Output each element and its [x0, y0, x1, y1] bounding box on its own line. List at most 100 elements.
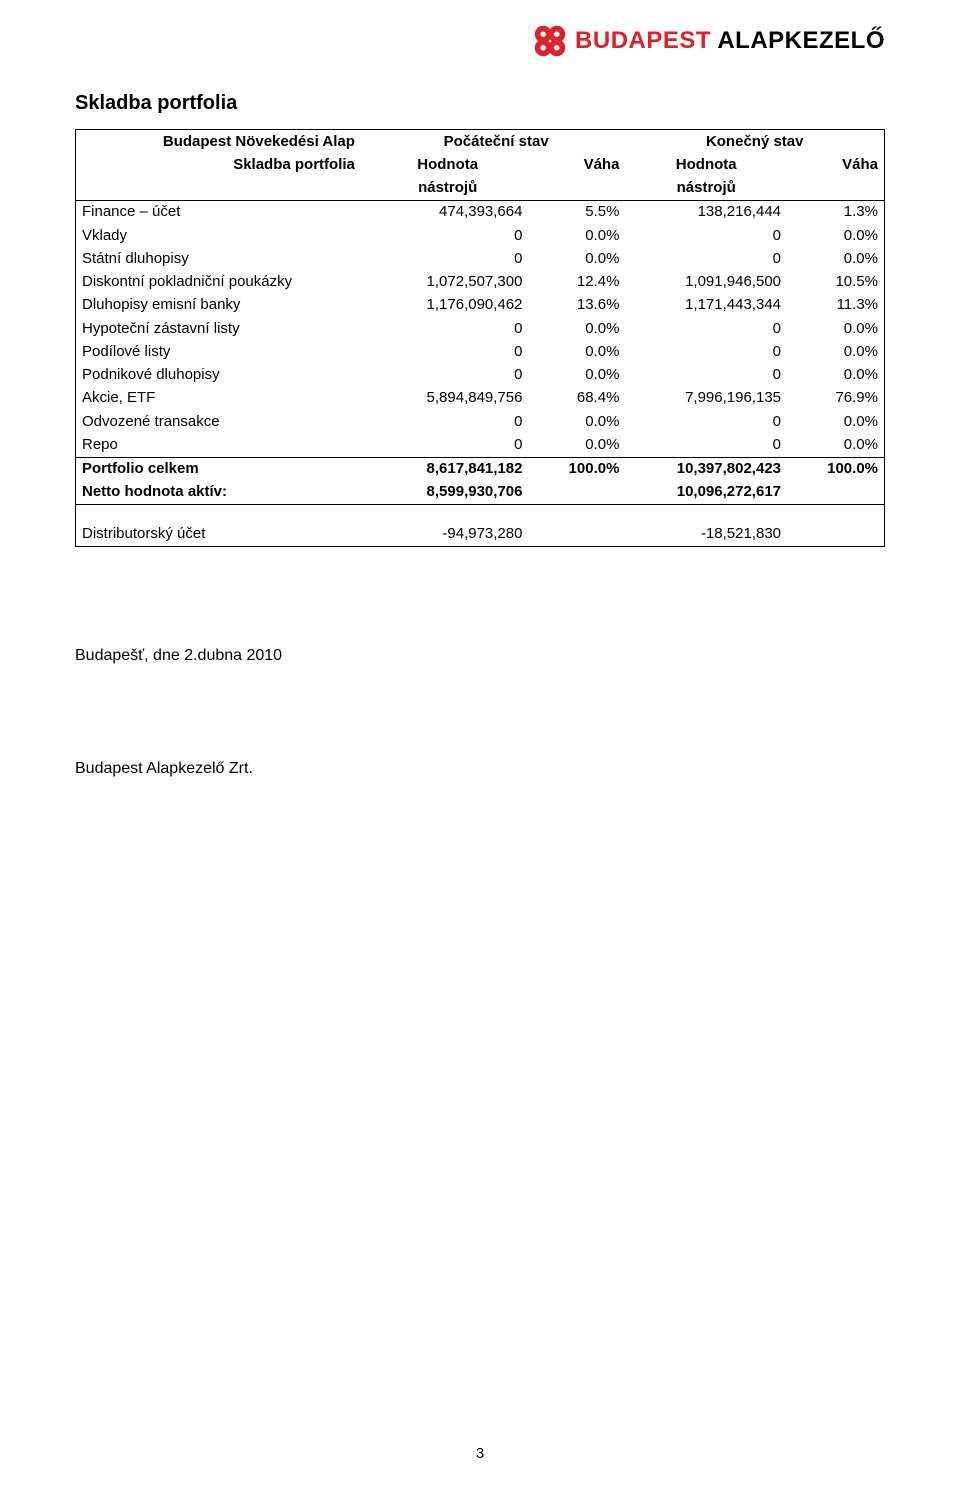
row-label: Státní dluhopisy: [76, 247, 367, 270]
row-weight-start: 5.5%: [528, 200, 625, 224]
dist-v1: -94,973,280: [367, 523, 529, 546]
row-value-start: 474,393,664: [367, 200, 529, 224]
header-fund-name: Budapest Növekedési Alap: [76, 130, 367, 153]
row-label: Dluhopisy emisní banky: [76, 294, 367, 317]
row-label: Repo: [76, 433, 367, 457]
row-weight-end: 0.0%: [787, 410, 884, 433]
row-value-start: 0: [367, 364, 529, 387]
table-row: Státní dluhopisy00.0%00.0%: [76, 247, 884, 270]
row-label: Odvozené transakce: [76, 410, 367, 433]
row-label: Podnikové dluhopisy: [76, 364, 367, 387]
row-value-end: 138,216,444: [625, 200, 787, 224]
table-row: Podnikové dluhopisy00.0%00.0%: [76, 364, 884, 387]
row-value-start: 0: [367, 317, 529, 340]
table-row: Akcie, ETF5,894,849,75668.4%7,996,196,13…: [76, 387, 884, 410]
table-total-row: Portfolio celkem8,617,841,182100.0%10,39…: [76, 457, 884, 481]
total-weight-end: 100.0%: [787, 457, 884, 481]
row-value-start: 1,176,090,462: [367, 294, 529, 317]
row-weight-end: 0.0%: [787, 247, 884, 270]
footer-company-line: Budapest Alapkezelő Zrt.: [75, 760, 885, 778]
logo-bar: BUDAPEST ALAPKEZELŐ: [75, 20, 885, 62]
header-instruments-a: nástrojů: [367, 177, 529, 201]
row-weight-end: 0.0%: [787, 364, 884, 387]
table-distributor-row: Distributorský účet -94,973,280 -18,521,…: [76, 523, 884, 546]
section-title: Skladba portfolia: [75, 92, 885, 115]
dist-v2: -18,521,830: [625, 523, 787, 546]
row-weight-start: 0.0%: [528, 340, 625, 363]
header-value-a: Hodnota: [367, 153, 529, 176]
row-value-end: 0: [625, 340, 787, 363]
portfolio-table: Budapest Növekedési Alap Počáteční stav …: [76, 130, 884, 546]
table-total-row: Netto hodnota aktív:8,599,930,706 10,096,…: [76, 481, 884, 505]
total-value-end: 10,096,272,617: [625, 481, 787, 505]
portfolio-table-container: Budapest Növekedési Alap Počáteční stav …: [75, 129, 885, 547]
row-value-start: 0: [367, 247, 529, 270]
row-value-start: 5,894,849,756: [367, 387, 529, 410]
table-header-row-1: Budapest Növekedési Alap Počáteční stav …: [76, 130, 884, 153]
total-label: Netto hodnota aktív:: [76, 481, 367, 505]
brand-logo-icon: [533, 24, 567, 58]
row-value-end: 0: [625, 224, 787, 247]
row-weight-start: 0.0%: [528, 433, 625, 457]
table-row: Hypoteční zástavní listy00.0%00.0%: [76, 317, 884, 340]
header-start-state: Počáteční stav: [367, 130, 626, 153]
row-weight-start: 12.4%: [528, 271, 625, 294]
row-label: Vklady: [76, 224, 367, 247]
row-weight-end: 0.0%: [787, 224, 884, 247]
row-value-start: 0: [367, 410, 529, 433]
header-instruments-b: nástrojů: [625, 177, 787, 201]
row-value-start: 0: [367, 340, 529, 363]
row-value-end: 1,171,443,344: [625, 294, 787, 317]
row-weight-start: 0.0%: [528, 410, 625, 433]
table-row: Odvozené transakce00.0%00.0%: [76, 410, 884, 433]
row-label: Podílové listy: [76, 340, 367, 363]
total-label: Portfolio celkem: [76, 457, 367, 481]
row-label: Finance – účet: [76, 200, 367, 224]
page-number: 3: [0, 1445, 960, 1462]
row-value-end: 0: [625, 433, 787, 457]
row-value-end: 0: [625, 247, 787, 270]
header-weight-b: Váha: [787, 153, 884, 176]
row-weight-end: 10.5%: [787, 271, 884, 294]
footer-date-line: Budapešť, dne 2.dubna 2010: [75, 647, 885, 665]
row-value-start: 0: [367, 433, 529, 457]
table-row: Diskontní pokladniční poukázky1,072,507,…: [76, 271, 884, 294]
row-weight-end: 0.0%: [787, 340, 884, 363]
dist-label: Distributorský účet: [76, 523, 367, 546]
total-value-start: 8,617,841,182: [367, 457, 529, 481]
row-weight-start: 68.4%: [528, 387, 625, 410]
brand-logo: BUDAPEST ALAPKEZELŐ: [533, 24, 885, 58]
table-spacer-row: [76, 505, 884, 523]
row-value-start: 0: [367, 224, 529, 247]
header-end-state: Konečný stav: [625, 130, 884, 153]
table-header-row-2a: Skladba portfolia Hodnota Váha Hodnota V…: [76, 153, 884, 176]
row-weight-start: 0.0%: [528, 364, 625, 387]
table-row: Dluhopisy emisní banky1,176,090,46213.6%…: [76, 294, 884, 317]
row-value-end: 7,996,196,135: [625, 387, 787, 410]
brand-wordmark-b: ALAPKEZELŐ: [717, 27, 885, 54]
brand-wordmark-a: BUDAPEST: [575, 27, 711, 54]
table-header-row-2b: nástrojů nástrojů: [76, 177, 884, 201]
total-weight-start: [528, 481, 625, 505]
row-weight-start: 13.6%: [528, 294, 625, 317]
table-row: Repo00.0%00.0%: [76, 433, 884, 457]
total-weight-end: [787, 481, 884, 505]
table-row: Vklady00.0%00.0%: [76, 224, 884, 247]
total-weight-start: 100.0%: [528, 457, 625, 481]
row-weight-end: 0.0%: [787, 317, 884, 340]
row-value-end: 0: [625, 364, 787, 387]
row-weight-start: 0.0%: [528, 247, 625, 270]
row-weight-end: 76.9%: [787, 387, 884, 410]
brand-wordmark: BUDAPEST ALAPKEZELŐ: [575, 27, 885, 55]
header-value-b: Hodnota: [625, 153, 787, 176]
row-value-end: 1,091,946,500: [625, 271, 787, 294]
row-weight-start: 0.0%: [528, 224, 625, 247]
total-value-end: 10,397,802,423: [625, 457, 787, 481]
total-value-start: 8,599,930,706: [367, 481, 529, 505]
row-label: Diskontní pokladniční poukázky: [76, 271, 367, 294]
row-label: Akcie, ETF: [76, 387, 367, 410]
row-value-end: 0: [625, 410, 787, 433]
header-structure-label: Skladba portfolia: [76, 153, 367, 176]
table-row: Podílové listy00.0%00.0%: [76, 340, 884, 363]
row-value-start: 1,072,507,300: [367, 271, 529, 294]
